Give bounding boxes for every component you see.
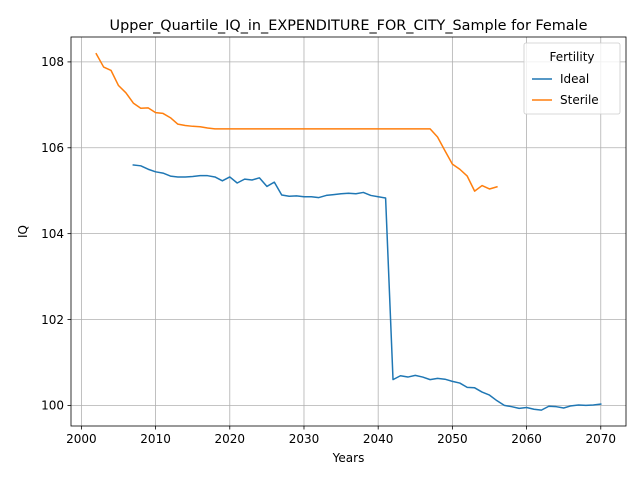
x-tick-label: 2050 <box>437 432 468 446</box>
x-tick-label: 2030 <box>289 432 320 446</box>
chart-title: Upper_Quartile_IQ_in_EXPENDITURE_FOR_CIT… <box>110 18 588 34</box>
x-tick-label: 2010 <box>140 432 171 446</box>
series-line-ideal <box>132 164 602 411</box>
x-axis-label: Years <box>332 451 365 465</box>
series-layer <box>95 52 602 411</box>
legend-label-sterile: Sterile <box>560 93 599 107</box>
x-tick-label: 2070 <box>585 432 616 446</box>
y-tick-label: 108 <box>41 55 64 69</box>
x-tick-label: 2060 <box>511 432 542 446</box>
y-tick-label: 100 <box>41 399 64 413</box>
y-tick-label: 106 <box>41 141 64 155</box>
plot-frame <box>70 36 627 427</box>
y-tick-label: 104 <box>41 227 64 241</box>
x-tick-label: 2000 <box>66 432 97 446</box>
legend-box <box>523 42 621 115</box>
series-line-sterile <box>95 52 498 192</box>
legend-label-ideal: Ideal <box>560 72 589 86</box>
tick-layer: 2000 2010 2020 2030 2040 2050 2060 2070 100 102 10… <box>41 55 616 446</box>
y-tick-label: 102 <box>41 313 64 327</box>
legend: Fertility Ideal Sterile <box>523 42 621 115</box>
x-tick-label: 2040 <box>363 432 394 446</box>
legend-title: Fertility <box>549 50 594 64</box>
legend-items: Ideal Sterile <box>532 72 599 107</box>
x-tick-label: 2020 <box>215 432 246 446</box>
y-axis-label: IQ <box>16 225 30 238</box>
